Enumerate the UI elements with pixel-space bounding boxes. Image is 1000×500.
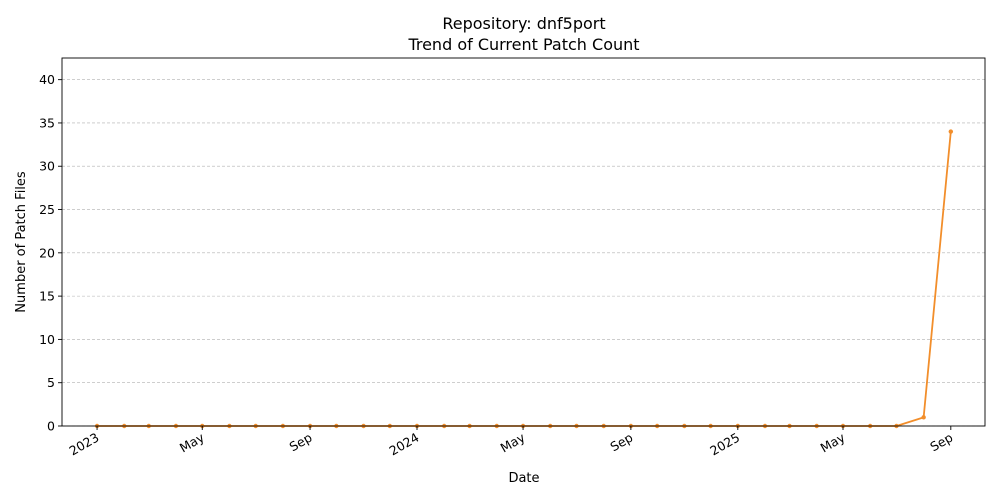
y-tick-label: 5 <box>47 375 55 390</box>
chart-subtitle: Trend of Current Patch Count <box>407 35 639 54</box>
y-tick-label: 0 <box>47 419 55 434</box>
y-axis-ticks: 0 5 10 15 20 25 30 35 40 <box>39 72 62 434</box>
y-tick-label: 25 <box>39 202 55 217</box>
data-point <box>921 415 926 420</box>
x-axis-label: Date <box>508 471 539 486</box>
y-tick-label: 40 <box>39 72 55 87</box>
y-tick-label: 35 <box>39 115 55 130</box>
y-axis-label: Number of Patch Files <box>14 171 29 313</box>
chart-title: Repository: dnf5port <box>442 14 605 33</box>
data-point <box>948 129 954 134</box>
y-tick-label: 15 <box>39 289 55 304</box>
y-tick-label: 20 <box>39 245 55 260</box>
y-tick-label: 10 <box>39 332 55 347</box>
y-tick-label: 30 <box>39 159 55 174</box>
